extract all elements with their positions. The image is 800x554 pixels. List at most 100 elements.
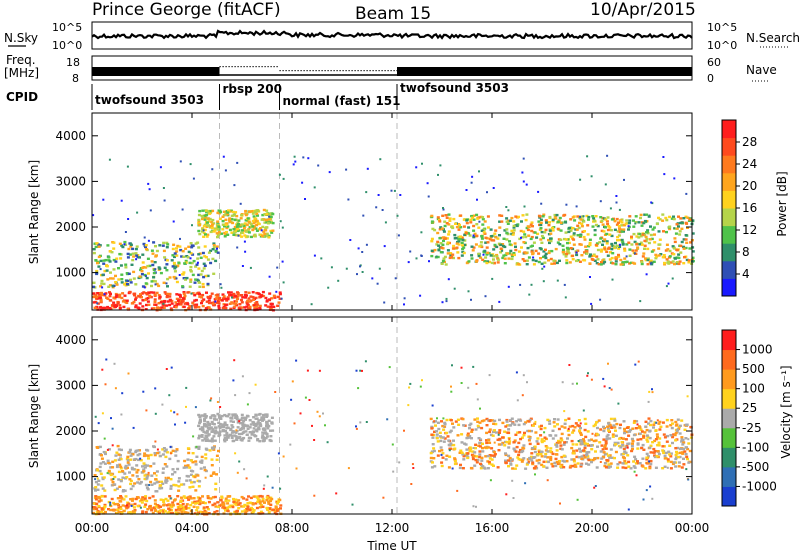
echo-pixel	[508, 459, 512, 462]
echo-pixel	[126, 252, 130, 256]
echo-pixel	[165, 451, 169, 454]
echo-pixel	[281, 260, 284, 263]
echo-pixel	[438, 220, 442, 223]
echo-pixel	[148, 295, 152, 298]
echo-pixel	[460, 241, 464, 244]
echo-pixel	[529, 245, 533, 248]
echo-pixel	[675, 452, 679, 455]
echo-pixel	[549, 237, 552, 240]
echo-pixel	[196, 506, 200, 509]
echo-pixel	[532, 241, 536, 244]
echo-pixel	[93, 242, 97, 245]
echo-pixel	[500, 214, 504, 217]
echo-pixel	[468, 435, 472, 438]
echo-pixel	[112, 258, 116, 262]
echo-pixel	[243, 306, 247, 309]
echo-pixel	[645, 213, 649, 216]
echo-pixel	[675, 430, 679, 433]
echo-pixel	[271, 229, 275, 232]
echo-pixel	[528, 456, 532, 460]
echo-pixel	[687, 478, 690, 481]
echo-pixel	[119, 264, 123, 267]
echo-pixel	[241, 229, 244, 232]
echo-pixel	[240, 413, 244, 417]
echo-pixel	[221, 219, 225, 223]
echo-pixel	[672, 253, 676, 256]
echo-pixel	[592, 439, 596, 443]
echo-pixel	[410, 483, 413, 485]
echo-pixel	[264, 304, 268, 307]
echo-pixel	[174, 454, 178, 457]
echo-pixel	[487, 446, 491, 449]
echo-pixel	[533, 445, 537, 448]
echo-pixel	[542, 255, 545, 259]
echo-pixel	[599, 428, 603, 431]
echo-pixel	[542, 465, 546, 468]
echo-pixel	[480, 235, 484, 238]
echo-pixel	[265, 506, 269, 510]
echo-pixel	[119, 467, 123, 470]
echo-pixel	[488, 454, 492, 457]
echo-pixel	[471, 175, 474, 178]
echo-pixel	[641, 443, 645, 447]
echo-pixel	[503, 229, 507, 232]
nave-dot	[240, 66, 242, 68]
echo-pixel	[556, 220, 560, 223]
echo-pixel	[606, 222, 610, 226]
echo-pixel	[154, 283, 157, 286]
echo-pixel	[610, 242, 614, 246]
echo-pixel	[115, 283, 119, 286]
echo-pixel	[209, 399, 212, 402]
echo-pixel	[512, 229, 516, 232]
echo-pixel	[449, 442, 453, 445]
echo-pixel	[469, 218, 473, 221]
echo-pixel	[443, 422, 447, 426]
echo-pixel	[606, 228, 610, 232]
echo-pixel	[599, 263, 603, 266]
echo-pixel	[575, 253, 579, 257]
echo-pixel	[252, 509, 256, 512]
echo-pixel	[178, 245, 182, 248]
echo-pixel	[141, 510, 145, 513]
echo-pixel	[452, 217, 456, 221]
echo-pixel	[140, 273, 144, 276]
echo-pixel	[355, 427, 358, 430]
echo-pixel	[214, 488, 218, 491]
echo-pixel	[97, 243, 101, 246]
echo-pixel	[122, 498, 126, 501]
echo-pixel	[256, 500, 260, 504]
echo-pixel	[431, 227, 435, 231]
echo-pixel	[219, 406, 222, 408]
echo-pixel	[251, 212, 255, 215]
echo-pixel	[127, 247, 131, 251]
echo-pixel	[365, 191, 368, 194]
echo-pixel	[645, 428, 649, 432]
echo-pixel	[136, 211, 139, 214]
echo-pixel	[565, 203, 568, 206]
nave-dot	[345, 70, 347, 72]
echo-pixel	[96, 469, 100, 472]
echo-pixel	[551, 226, 554, 230]
echo-pixel	[166, 476, 170, 480]
echo-pixel	[547, 238, 550, 242]
echo-pixel	[112, 478, 115, 480]
echo-pixel	[257, 426, 261, 429]
echo-pixel	[159, 505, 162, 508]
nave-dot	[396, 70, 398, 72]
echo-pixel	[216, 412, 220, 416]
echo-pixel	[218, 430, 222, 433]
echo-pixel	[232, 379, 235, 382]
echo-pixel	[366, 167, 369, 170]
echo-pixel	[123, 466, 127, 469]
echo-pixel	[442, 207, 444, 209]
echo-pixel	[510, 229, 514, 233]
echo-pixel	[218, 217, 222, 220]
echo-pixel	[627, 460, 631, 464]
echo-pixel	[627, 430, 631, 433]
echo-pixel	[441, 452, 445, 455]
echo-pixel	[261, 434, 265, 437]
echo-pixel	[554, 217, 558, 220]
x-tick-label: 12:00	[375, 521, 410, 535]
echo-pixel	[519, 437, 523, 441]
echo-pixel	[94, 478, 97, 481]
